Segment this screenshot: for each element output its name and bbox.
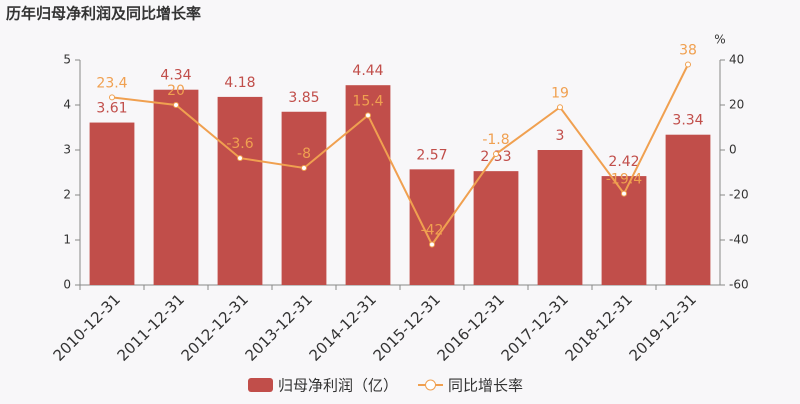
bar — [89, 122, 135, 285]
line-point — [557, 104, 563, 111]
bar — [665, 134, 711, 285]
x-tick-label: 2015-12-31 — [370, 290, 444, 364]
bar-value-label: 3.34 — [672, 113, 703, 129]
y-tick-label: 4 — [63, 98, 71, 112]
bar — [473, 171, 519, 285]
y-tick-label: 1 — [63, 233, 71, 247]
line-value-label: -19.4 — [606, 172, 642, 188]
line-point — [301, 165, 307, 171]
x-tick-label: 2013-12-31 — [242, 290, 316, 364]
y2-axis-label: % — [714, 33, 725, 47]
legend-swatch-point — [425, 379, 437, 391]
line-point — [621, 190, 627, 197]
line-value-label: -3.6 — [226, 136, 253, 152]
legend-label: 归母净利润（亿） — [278, 377, 398, 395]
x-tick-label: 2019-12-31 — [626, 290, 700, 364]
bar — [217, 96, 263, 286]
y2-tick-label: -60 — [729, 278, 749, 292]
line — [111, 64, 689, 247]
y-tick-label: 0 — [63, 278, 71, 292]
x-tick-label: 2016-12-31 — [434, 290, 508, 364]
line-point — [109, 94, 115, 101]
line-value-label: -8 — [297, 146, 311, 162]
line-value-label: 23.4 — [96, 75, 127, 91]
line-point — [173, 102, 179, 108]
line-point — [429, 241, 435, 248]
y2-tick-label: 0 — [729, 143, 737, 157]
bar-value-label: 2.42 — [608, 154, 639, 170]
bar-value-label: 2.53 — [480, 149, 511, 165]
bar — [153, 89, 199, 285]
line-value-label: 15.4 — [352, 93, 383, 109]
y2-tick-label: -40 — [729, 233, 749, 247]
bar — [345, 85, 391, 285]
x-tick-label: 2017-12-31 — [498, 290, 572, 364]
bar-value-label: 2.57 — [416, 147, 447, 163]
line-value-label: 20 — [167, 83, 185, 99]
bar-value-label: 3 — [556, 128, 565, 144]
x-tick-label: 2012-12-31 — [178, 290, 252, 364]
bar-value-label: 3.85 — [288, 90, 319, 106]
y2-tick-label: -20 — [729, 188, 749, 202]
bar-value-label: 3.61 — [96, 101, 127, 117]
line-point — [237, 155, 243, 162]
chart-title: 历年归母净利润及同比增长率 — [6, 5, 201, 23]
legend-label: 同比增长率 — [448, 377, 523, 395]
line-point — [685, 61, 691, 68]
line-value-label: 38 — [679, 43, 697, 59]
bar-value-label: 4.44 — [352, 63, 383, 79]
line-value-label: -42 — [421, 223, 444, 239]
line-value-label: -1.8 — [482, 132, 509, 148]
bar — [409, 169, 455, 285]
x-tick-label: 2010-12-31 — [50, 290, 124, 364]
y-tick-label: 5 — [63, 53, 71, 67]
y-tick-label: 2 — [63, 188, 71, 202]
y-tick-label: 3 — [63, 143, 71, 157]
line-value-label: 19 — [551, 85, 569, 101]
legend-swatch — [248, 378, 273, 392]
x-tick-label: 2018-12-31 — [562, 290, 636, 364]
x-tick-label: 2014-12-31 — [306, 290, 380, 364]
y2-tick-label: 20 — [729, 98, 744, 112]
bar-value-label: 4.18 — [224, 75, 255, 91]
y2-tick-label: 40 — [729, 53, 744, 67]
bar — [537, 150, 583, 285]
line-point — [365, 112, 371, 119]
x-tick-label: 2011-12-31 — [114, 290, 188, 364]
bar — [281, 111, 327, 285]
line-point — [493, 151, 499, 158]
bar-value-label: 4.34 — [160, 68, 191, 84]
